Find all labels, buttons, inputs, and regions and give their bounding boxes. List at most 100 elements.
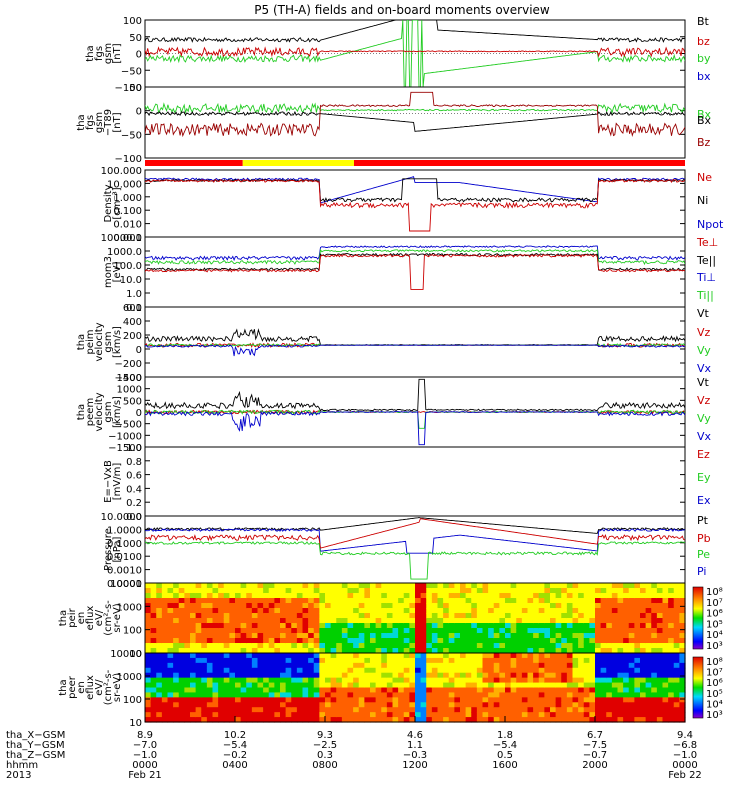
heatmap-cell — [668, 687, 675, 694]
heatmap-cell — [600, 643, 607, 649]
heatmap-cell — [313, 657, 320, 664]
heatmap-cell — [251, 682, 259, 689]
heatmap-cell — [353, 662, 360, 669]
heatmap-cell — [268, 672, 275, 679]
heatmap-cell — [167, 702, 174, 708]
heatmap-cell — [240, 697, 247, 703]
heatmap-cell — [173, 633, 180, 639]
heatmap-cell — [190, 603, 197, 609]
heatmap-cell — [184, 633, 191, 639]
heatmap-cell — [561, 628, 568, 634]
heatmap-cell — [454, 603, 461, 609]
heatmap-cell — [223, 697, 230, 703]
heatmap-cell — [673, 638, 680, 644]
heatmap-cell — [392, 588, 399, 594]
heatmap-cell — [555, 623, 562, 629]
heatmap-cell — [296, 717, 304, 723]
heatmap-cell — [235, 618, 242, 624]
heatmap-cell — [212, 662, 219, 669]
heatmap-cell — [673, 603, 680, 609]
heatmap-cell — [420, 598, 427, 604]
heatmap-cell — [578, 648, 585, 654]
heatmap-cell — [505, 593, 512, 599]
heatmap-cell — [409, 618, 416, 624]
heatmap-cell — [167, 717, 174, 723]
heatmap-cell — [212, 588, 219, 594]
heatmap-cell — [437, 712, 444, 718]
heatmap-cell — [640, 662, 647, 669]
heatmap-cell — [313, 653, 320, 659]
heatmap-cell — [381, 608, 388, 614]
heatmap-cell — [268, 633, 275, 639]
heatmap-cell — [471, 682, 478, 689]
heatmap-cell — [263, 633, 270, 639]
heatmap-cell — [578, 682, 585, 689]
heatmap-cell — [499, 648, 506, 654]
heatmap-cell — [370, 702, 377, 708]
heatmap-cell — [420, 613, 427, 619]
heatmap-cell — [431, 598, 439, 604]
heatmap-cell — [668, 623, 675, 629]
heatmap-cell — [555, 608, 562, 614]
heatmap-cell — [448, 702, 455, 708]
heatmap-cell — [218, 628, 225, 634]
heatmap-cell — [190, 672, 197, 679]
heatmap-cell — [285, 687, 292, 694]
heatmap-cell — [190, 653, 197, 659]
heatmap-cell — [246, 593, 253, 599]
heatmap-cell — [550, 712, 557, 718]
heatmap-cell — [679, 608, 686, 614]
heatmap-cell — [386, 692, 394, 698]
heatmap-cell — [465, 608, 472, 614]
heatmap-cell — [527, 702, 534, 708]
heatmap-cell — [533, 638, 540, 644]
heatmap-cell — [656, 687, 664, 694]
heatmap-cell — [600, 603, 607, 609]
heatmap-cell — [229, 628, 236, 634]
heatmap-cell — [640, 628, 647, 634]
heatmap-cell — [212, 593, 219, 599]
heatmap-cell — [161, 588, 169, 594]
heatmap-cell — [443, 672, 450, 679]
heatmap-cell — [662, 697, 669, 703]
heatmap-cell — [651, 598, 658, 604]
heatmap-cell — [330, 662, 337, 669]
heatmap-cell — [566, 608, 574, 614]
heatmap-cell — [538, 657, 545, 664]
y-tick-label: 10 — [129, 649, 142, 660]
heatmap-cell — [544, 687, 551, 694]
heatmap-cell — [538, 672, 545, 679]
heatmap-cell — [381, 687, 388, 694]
heatmap-cell — [184, 677, 191, 684]
heatmap-cell — [268, 653, 275, 659]
heatmap-cell — [651, 623, 658, 629]
heatmap-cell — [493, 667, 500, 674]
heatmap-cell — [448, 667, 455, 674]
heatmap-cell — [195, 618, 202, 624]
heatmap-cell — [156, 672, 163, 679]
heatmap-cell — [668, 667, 675, 674]
heatmap-cell — [201, 603, 208, 609]
heatmap-cell — [668, 583, 675, 589]
heatmap-cell — [578, 653, 585, 659]
heatmap-cell — [583, 712, 590, 718]
heatmap-cell — [358, 667, 365, 674]
heatmap-cell — [218, 687, 225, 694]
heatmap-cell — [488, 702, 495, 708]
heatmap-cell — [510, 667, 517, 674]
heatmap-cell — [634, 638, 641, 644]
heatmap-cell — [572, 702, 579, 708]
heatmap-cell — [353, 717, 360, 723]
heatmap-cell — [178, 588, 185, 594]
heatmap-cell — [640, 717, 647, 723]
heatmap-cell — [437, 608, 444, 614]
heatmap-cell — [488, 712, 495, 718]
heatmap-cell — [651, 672, 658, 679]
heatmap-cell — [488, 588, 495, 594]
y-axis-label: gsm — [103, 401, 114, 422]
heatmap-cell — [364, 717, 371, 723]
y-tick-label: 1000 — [117, 385, 142, 396]
heatmap-cell — [173, 677, 180, 684]
heatmap-cell — [426, 672, 433, 679]
heatmap-cell — [296, 712, 304, 718]
